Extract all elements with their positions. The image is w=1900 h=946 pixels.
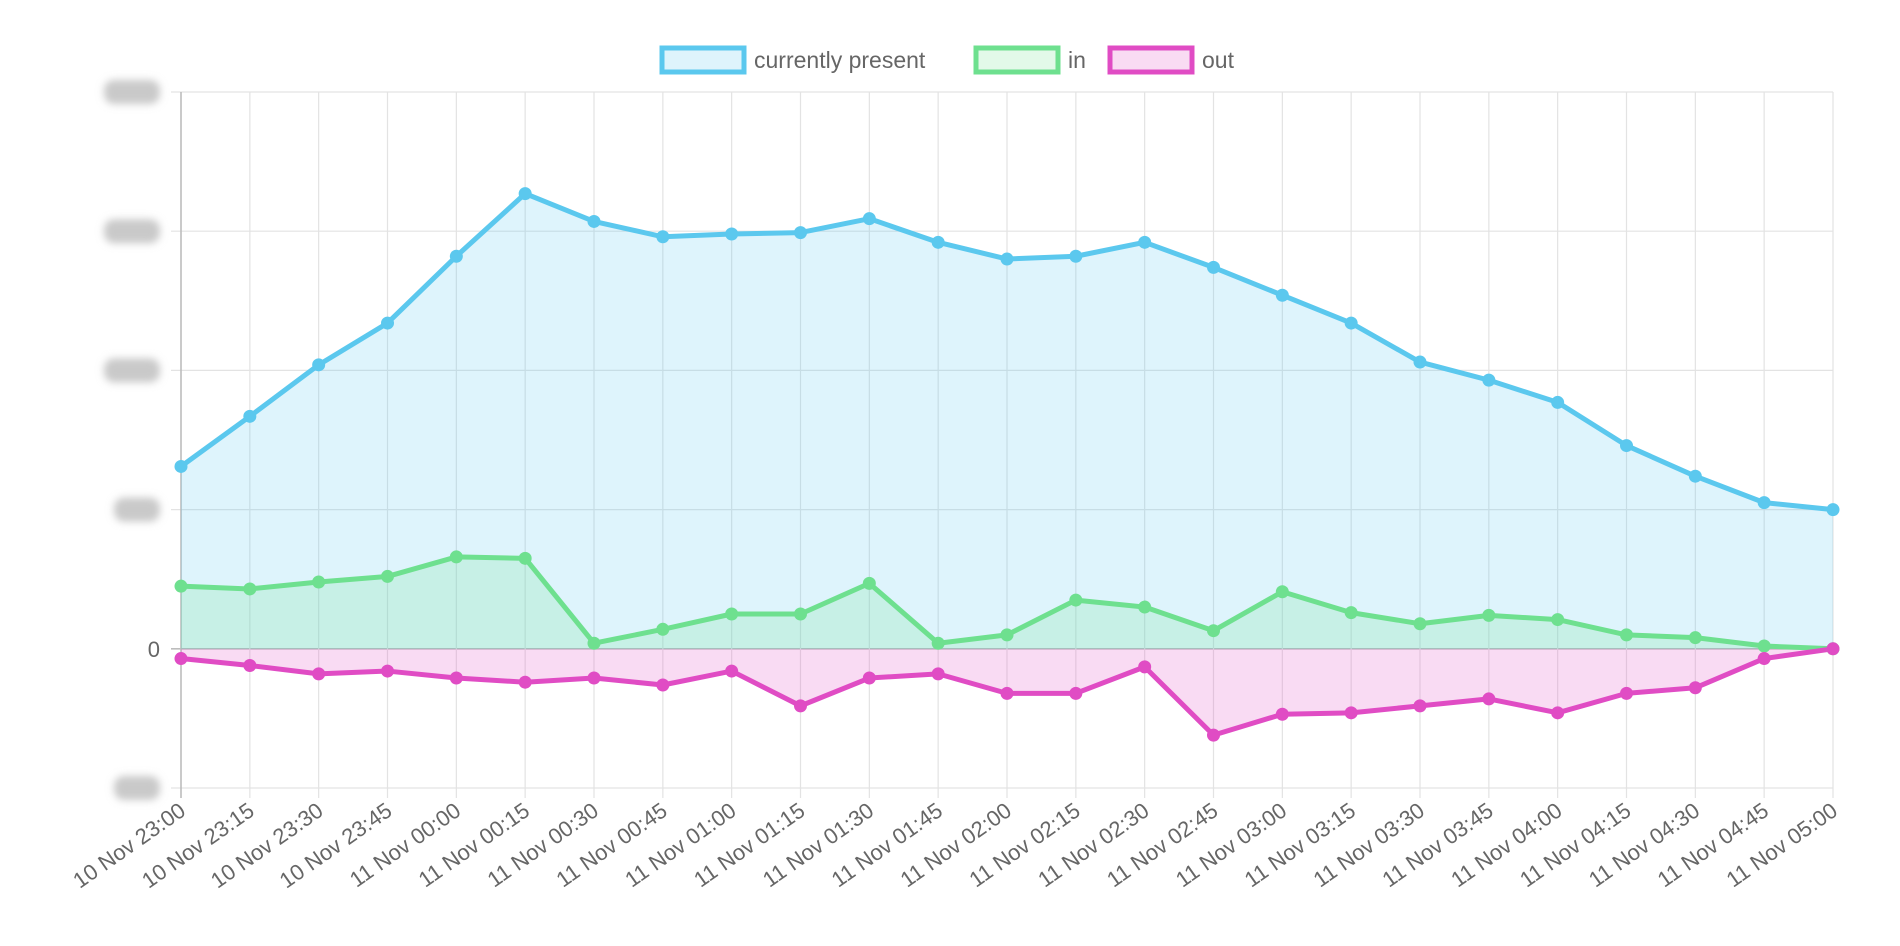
data-point [1344,606,1358,620]
legend: currently present in out [659,45,1235,75]
y-tick-label-obscured [104,80,160,104]
data-point [1275,707,1289,721]
data-point [1688,631,1702,645]
data-point [518,551,532,565]
data-point [862,212,876,226]
data-point [1344,316,1358,330]
data-point [587,636,601,650]
data-point [174,579,188,593]
data-point [174,652,188,666]
legend-swatch-1 [973,45,1061,75]
data-point [518,187,532,201]
data-point [1482,608,1496,622]
data-point [1000,628,1014,642]
series-points [174,187,1840,742]
data-point [1413,355,1427,369]
legend-swatch-0 [659,45,747,75]
data-point [1688,681,1702,695]
data-point [1620,686,1633,700]
data-point [1413,617,1427,631]
data-point [1069,249,1083,263]
data-point [1069,686,1083,700]
y-tick-label-obscured [104,358,160,383]
data-point [587,671,601,685]
data-point [1482,373,1496,387]
data-point [1413,699,1427,713]
y-tick-label-obscured [104,219,160,244]
legend-label-2: out [1202,47,1235,73]
data-point [1551,613,1565,627]
data-point [587,214,601,228]
data-point [1275,288,1289,302]
data-point [794,699,807,713]
data-point [725,607,739,621]
legend-swatch-2 [1107,45,1195,75]
data-point [1138,660,1152,674]
data-point [656,230,670,244]
data-point [518,675,532,689]
data-point [243,659,257,673]
data-point [931,667,945,681]
data-point [862,671,876,685]
data-point [381,316,394,330]
data-point [243,582,257,596]
y-tick-label: 0 [148,637,160,662]
y-tick-label-obscured [114,497,160,522]
legend-label-1: in [1068,47,1086,73]
data-point [312,358,326,372]
data-point [1000,686,1014,700]
data-point [1551,395,1565,409]
data-point [725,664,739,678]
y-tick-label-obscured [114,776,160,800]
data-point [1275,585,1289,599]
data-point [1620,439,1633,453]
data-point [656,622,670,636]
data-point [449,550,463,564]
data-point [1757,639,1771,653]
data-point [174,459,188,473]
data-point [1620,628,1633,642]
data-point [1138,600,1152,614]
data-point [1207,260,1220,274]
data-point [381,664,394,678]
data-point [931,235,945,249]
data-point [1757,652,1771,666]
data-point [931,636,945,650]
data-point [794,226,807,240]
data-point [725,227,739,241]
data-point [794,607,807,621]
data-point [862,576,876,590]
data-point [449,671,463,685]
data-point [1757,496,1771,510]
data-point [1551,706,1565,720]
data-point [312,575,326,589]
data-point [1000,252,1014,266]
data-point [243,409,257,423]
series-area-0 [181,193,1833,649]
data-point [1826,642,1840,656]
data-point [656,678,670,692]
data-point [449,249,463,263]
data-point [1826,503,1840,517]
data-point [1207,728,1220,742]
data-point [1482,692,1496,706]
series-areas [181,193,1833,736]
data-point [1069,593,1083,607]
y-axis-ticks: 0 [104,80,160,800]
data-point [1138,235,1152,249]
data-point [1688,469,1702,483]
data-point [312,667,326,681]
data-point [1344,706,1358,720]
legend-label-0: currently present [754,47,926,73]
data-point [1207,624,1220,638]
data-point [381,569,394,583]
